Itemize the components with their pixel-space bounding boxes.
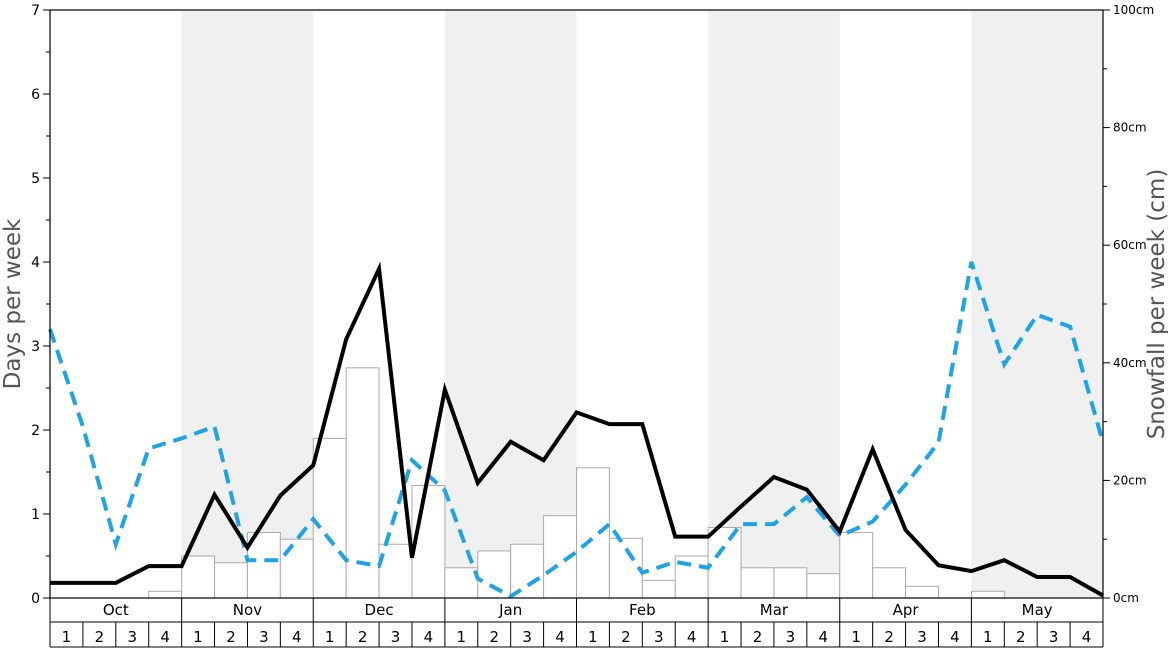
bar-week-27 bbox=[905, 585, 939, 599]
bar-week-7 bbox=[246, 531, 281, 599]
bar-week-24 bbox=[806, 573, 841, 599]
bar-week-15 bbox=[510, 543, 545, 599]
week-label: 2 bbox=[753, 628, 763, 646]
bar-week-22 bbox=[740, 567, 775, 599]
week-label: 4 bbox=[292, 628, 302, 646]
bar-week-19 bbox=[641, 579, 676, 599]
week-label: 4 bbox=[1082, 628, 1092, 646]
y-axis-right-label: Snowfall per week (cm) bbox=[1144, 169, 1168, 440]
y-left-tick-label: 6 bbox=[31, 87, 40, 103]
y-right-tick-label: 0cm bbox=[1113, 591, 1139, 605]
week-label: 3 bbox=[654, 628, 664, 646]
bar-week-9 bbox=[312, 437, 347, 599]
month-label-jan: Jan bbox=[498, 601, 522, 619]
week-label: 2 bbox=[358, 628, 368, 646]
month-shade-mar bbox=[708, 10, 840, 598]
week-label: 2 bbox=[884, 628, 894, 646]
y-right-tick-label: 40cm bbox=[1113, 356, 1147, 370]
week-label: 1 bbox=[325, 628, 335, 646]
month-label-apr: Apr bbox=[893, 601, 920, 619]
week-label: 2 bbox=[621, 628, 631, 646]
bar-week-17 bbox=[576, 467, 610, 599]
y-right-tick-label: 20cm bbox=[1113, 473, 1147, 487]
y-left-tick-label: 4 bbox=[31, 255, 40, 271]
month-label-may: May bbox=[1022, 601, 1053, 619]
month-label-feb: Feb bbox=[629, 601, 656, 619]
month-shade-may bbox=[971, 10, 1103, 598]
bar-week-14 bbox=[477, 550, 512, 599]
bar-week-26 bbox=[872, 567, 907, 599]
week-label: 4 bbox=[424, 628, 434, 646]
solid-line-series bbox=[50, 261, 1104, 598]
month-label-oct: Oct bbox=[103, 601, 129, 619]
week-label: 4 bbox=[819, 628, 829, 646]
week-label: 3 bbox=[522, 628, 532, 646]
bar-week-6 bbox=[214, 562, 248, 599]
bar-week-11 bbox=[378, 543, 413, 599]
week-label: 3 bbox=[259, 628, 269, 646]
week-label: 4 bbox=[555, 628, 565, 646]
week-label: 1 bbox=[983, 628, 993, 646]
month-label-dec: Dec bbox=[365, 601, 394, 619]
bar-week-23 bbox=[773, 567, 808, 599]
month-label-nov: Nov bbox=[233, 601, 262, 619]
bar-week-21 bbox=[707, 526, 742, 599]
week-label: 3 bbox=[127, 628, 137, 646]
y-left-tick-label: 5 bbox=[31, 171, 40, 187]
y-left-tick-label: 0 bbox=[31, 591, 40, 607]
y-left-tick-label: 7 bbox=[31, 3, 40, 19]
bar-week-5 bbox=[181, 555, 216, 599]
y-axis-left-label: Days per week bbox=[0, 218, 26, 389]
bar-week-4 bbox=[148, 590, 183, 599]
week-label: 1 bbox=[193, 628, 203, 646]
month-label-mar: Mar bbox=[760, 601, 789, 619]
y-left-tick-label: 1 bbox=[31, 507, 40, 523]
bar-week-12 bbox=[411, 484, 446, 599]
week-label: 4 bbox=[687, 628, 697, 646]
bar-week-8 bbox=[279, 538, 314, 599]
y-right-tick-label: 100cm bbox=[1113, 3, 1154, 17]
week-label: 2 bbox=[489, 628, 499, 646]
month-shade-jan bbox=[444, 10, 577, 598]
y-left-tick-label: 3 bbox=[31, 339, 40, 355]
bar-week-29 bbox=[970, 590, 1005, 599]
week-label: 2 bbox=[95, 628, 105, 646]
y-left-tick-label: 2 bbox=[31, 423, 40, 439]
week-label: 4 bbox=[950, 628, 960, 646]
dashed-line-series bbox=[48, 261, 1105, 599]
week-label: 1 bbox=[851, 628, 861, 646]
week-label: 4 bbox=[160, 628, 170, 646]
bar-week-13 bbox=[444, 567, 479, 599]
week-label: 3 bbox=[917, 628, 927, 646]
month-shade-nov bbox=[181, 10, 314, 598]
week-label: 2 bbox=[1016, 628, 1026, 646]
bar-week-25 bbox=[839, 531, 874, 599]
week-label: 3 bbox=[1049, 628, 1059, 646]
y-right-tick-label: 80cm bbox=[1113, 121, 1147, 135]
week-label: 1 bbox=[62, 628, 72, 646]
y-right-tick-label: 60cm bbox=[1113, 238, 1147, 252]
week-label: 3 bbox=[391, 628, 401, 646]
bar-week-10 bbox=[345, 367, 380, 599]
week-label: 2 bbox=[226, 628, 236, 646]
week-label: 1 bbox=[457, 628, 467, 646]
week-label: 1 bbox=[588, 628, 598, 646]
week-label: 3 bbox=[786, 628, 796, 646]
week-label: 1 bbox=[720, 628, 730, 646]
